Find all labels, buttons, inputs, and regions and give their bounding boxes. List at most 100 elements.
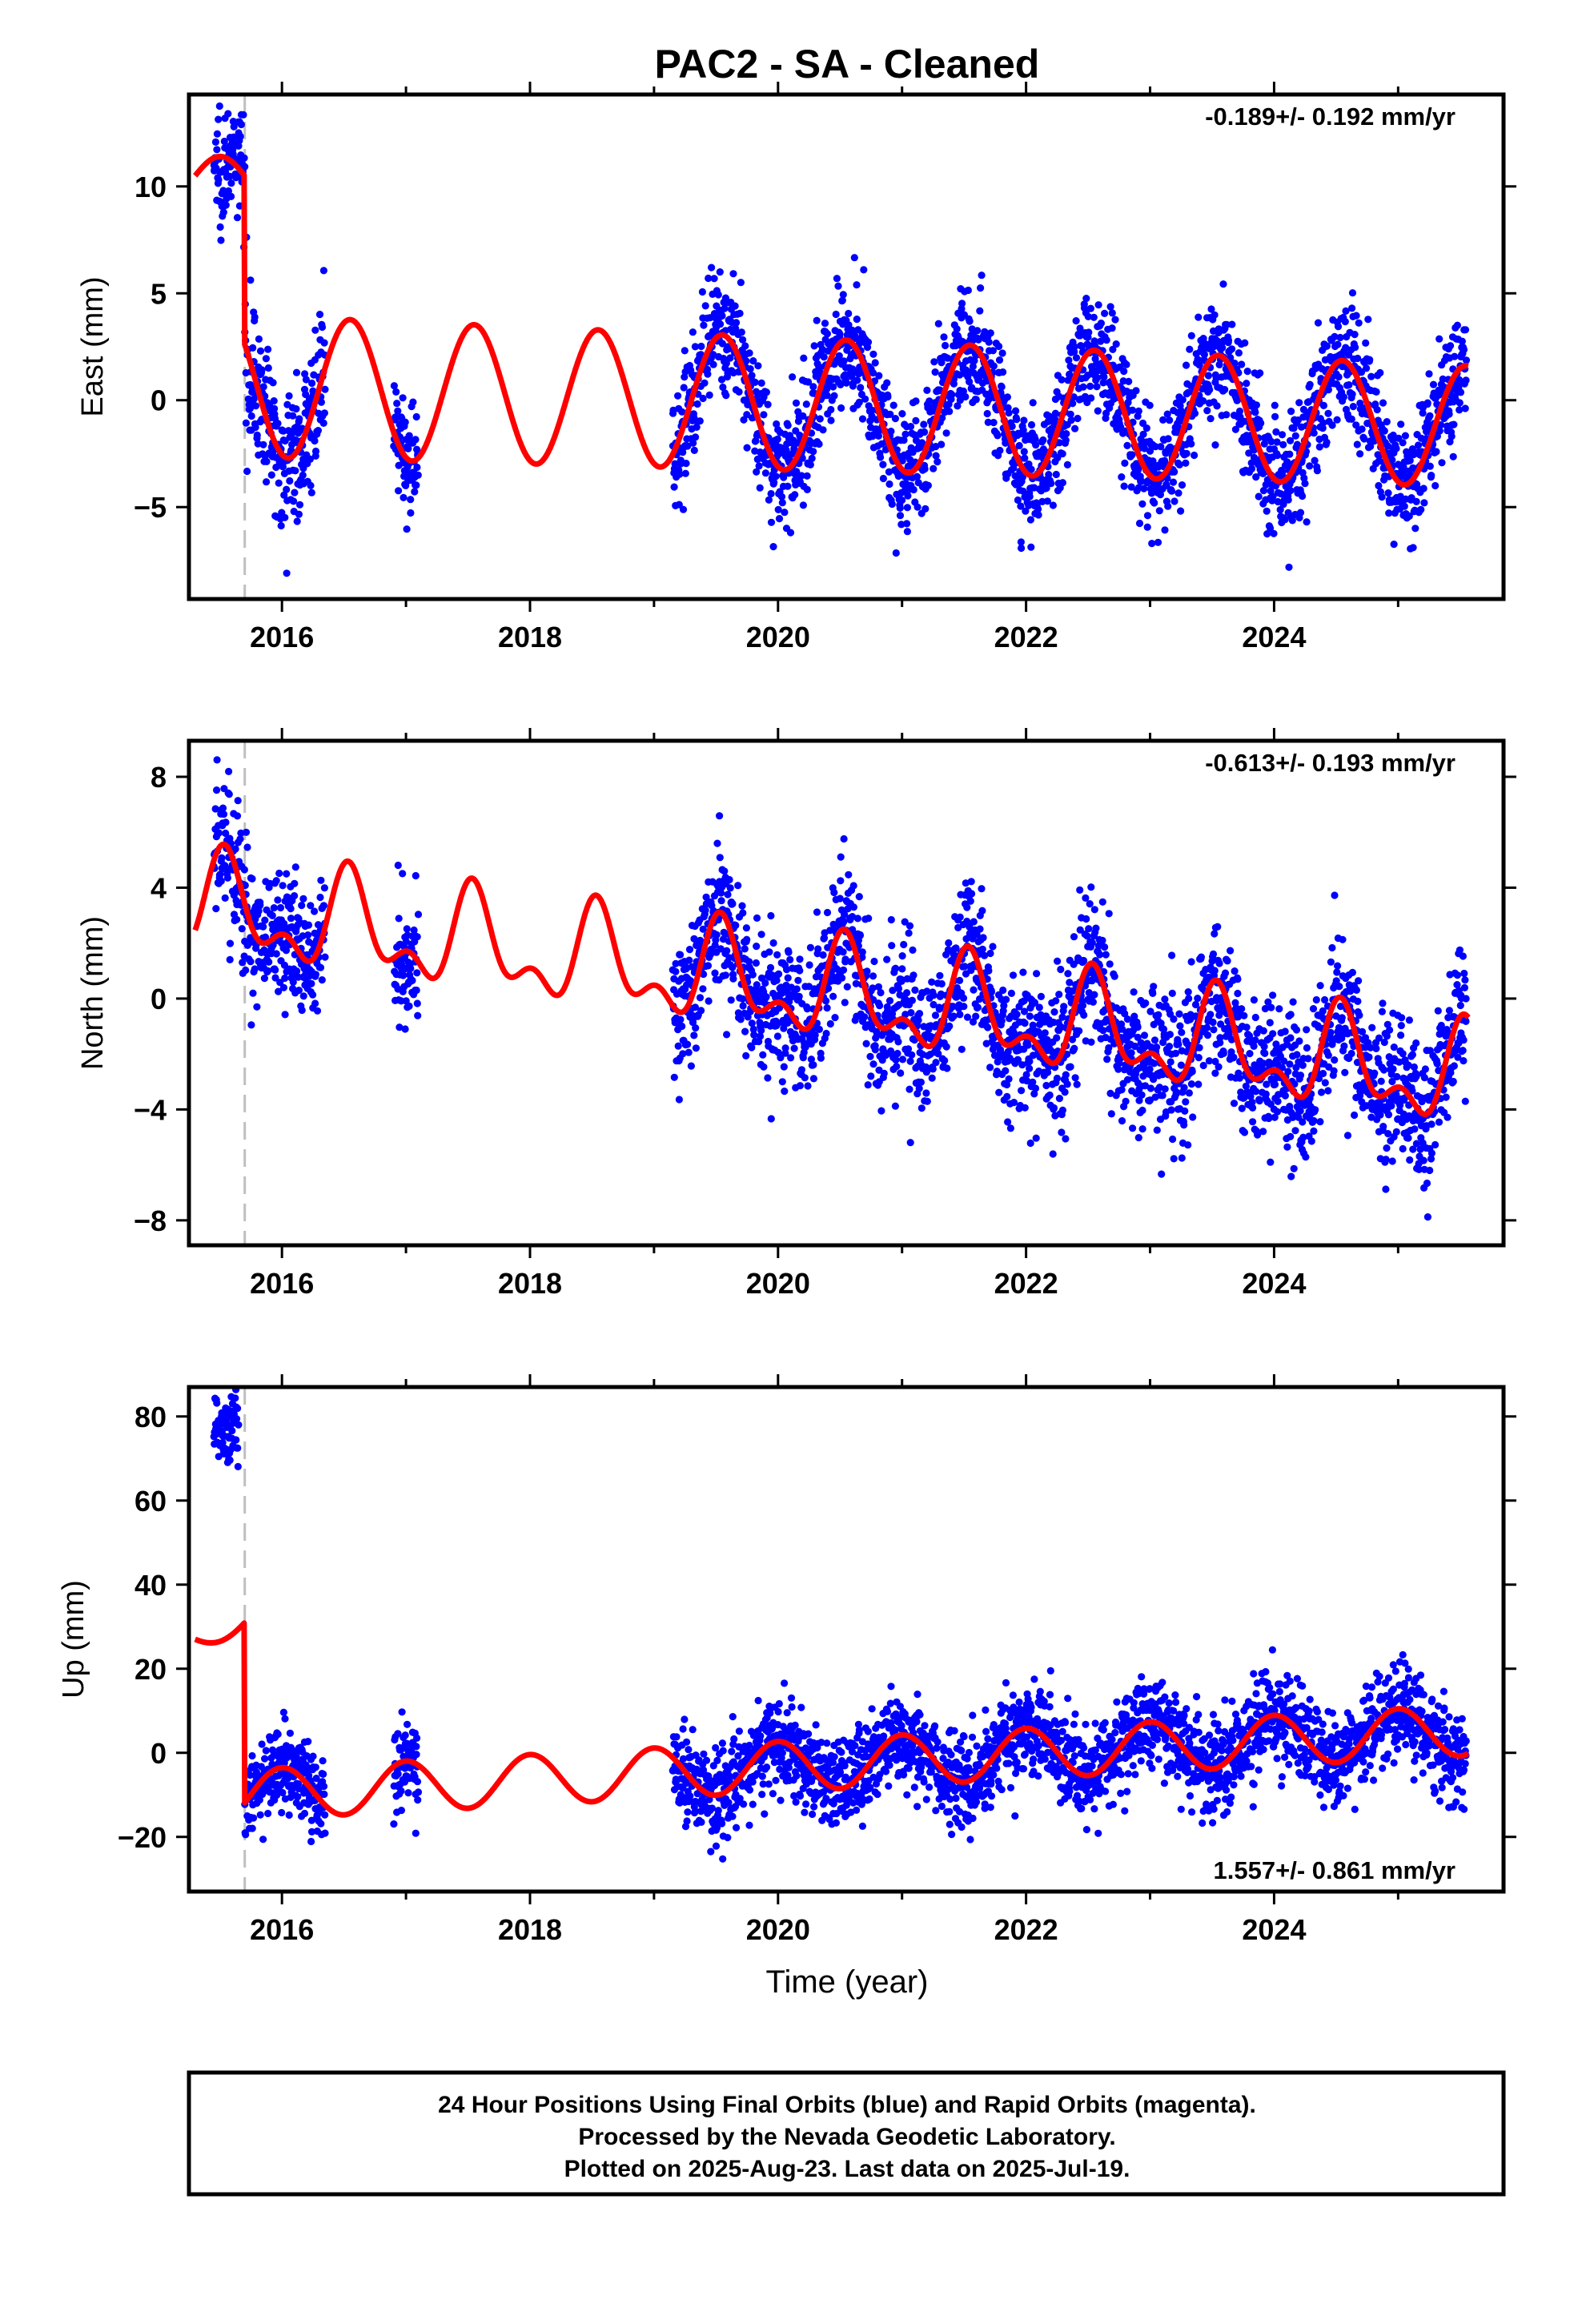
data-point	[1037, 992, 1045, 1000]
data-point	[1015, 441, 1023, 450]
data-point	[1191, 409, 1199, 417]
data-point	[1285, 563, 1293, 571]
data-point	[690, 446, 698, 455]
data-point	[743, 411, 751, 419]
data-point	[1143, 523, 1151, 531]
data-point	[722, 392, 730, 400]
data-point	[920, 420, 928, 428]
data-point	[309, 991, 317, 999]
data-point	[912, 397, 920, 405]
data-point	[905, 1085, 913, 1093]
data-point	[1352, 312, 1360, 320]
data-point	[858, 415, 867, 423]
data-point	[399, 870, 407, 878]
data-point	[1411, 525, 1419, 533]
data-point	[974, 327, 982, 335]
data-point	[697, 1007, 705, 1015]
data-point	[1267, 487, 1275, 495]
data-point	[887, 915, 895, 924]
data-point	[1195, 313, 1203, 321]
data-point	[272, 463, 280, 472]
data-point	[1088, 939, 1096, 947]
data-point	[1128, 406, 1137, 414]
data-point	[1010, 464, 1018, 472]
data-point	[1175, 460, 1183, 469]
data-point	[1267, 1158, 1275, 1166]
data-point	[837, 853, 845, 861]
data-point	[291, 489, 299, 497]
data-point	[233, 214, 242, 222]
data-point	[1034, 511, 1042, 519]
data-point	[407, 509, 415, 517]
data-point	[905, 929, 913, 937]
data-point	[319, 902, 327, 910]
data-point	[967, 878, 975, 886]
data-point	[1018, 1087, 1026, 1095]
data-point	[718, 312, 726, 320]
data-point	[972, 1012, 980, 1020]
data-point	[942, 429, 950, 437]
data-point	[1101, 943, 1109, 951]
data-point	[1249, 1104, 1257, 1112]
data-point	[283, 569, 291, 577]
data-point	[307, 979, 315, 987]
data-point	[291, 879, 299, 887]
data-point	[281, 974, 289, 983]
data-point	[806, 943, 815, 951]
data-point	[1227, 947, 1235, 955]
data-point	[774, 505, 782, 514]
data-point	[898, 952, 906, 960]
data-point	[311, 447, 320, 456]
data-point	[1079, 383, 1087, 391]
data-point	[1047, 480, 1055, 488]
data-point	[1224, 336, 1233, 344]
data-point	[311, 971, 319, 979]
data-point	[1081, 392, 1090, 400]
data-point	[247, 958, 255, 966]
data-point	[946, 408, 954, 416]
data-point	[741, 342, 749, 350]
data-point	[938, 979, 946, 988]
data-point	[753, 943, 761, 951]
data-point	[1188, 1068, 1196, 1076]
data-point	[1166, 1031, 1174, 1039]
data-point	[1182, 459, 1190, 467]
data-point	[996, 446, 1004, 455]
data-point	[1165, 1043, 1174, 1051]
data-point	[1020, 416, 1028, 424]
data-point	[1066, 1063, 1074, 1071]
data-point	[1082, 295, 1090, 303]
data-point	[394, 407, 402, 415]
data-point	[1168, 989, 1176, 997]
data-point	[765, 948, 773, 956]
data-point	[242, 419, 250, 427]
data-point	[1007, 989, 1015, 997]
data-point	[1462, 356, 1471, 364]
data-point	[1401, 432, 1409, 440]
data-point	[1017, 538, 1025, 546]
data-point	[390, 382, 398, 390]
data-point	[995, 1088, 1003, 1096]
data-point	[888, 500, 896, 509]
data-point	[237, 120, 245, 129]
data-point	[243, 843, 251, 851]
data-point	[739, 909, 747, 917]
data-point	[778, 1078, 786, 1086]
data-point	[797, 472, 805, 480]
data-point	[1278, 431, 1287, 439]
data-point	[1154, 538, 1162, 546]
data-point	[247, 276, 255, 284]
data-point	[856, 931, 864, 939]
data-point	[413, 933, 421, 941]
data-point	[1138, 1106, 1146, 1115]
data-point	[762, 993, 770, 1001]
data-point	[271, 966, 279, 974]
data-point	[845, 321, 853, 329]
data-point	[681, 469, 689, 477]
data-point	[821, 320, 829, 328]
data-point	[921, 505, 930, 513]
data-point	[1076, 886, 1084, 894]
data-point	[823, 330, 831, 338]
data-point	[746, 365, 754, 373]
data-point	[311, 326, 319, 334]
